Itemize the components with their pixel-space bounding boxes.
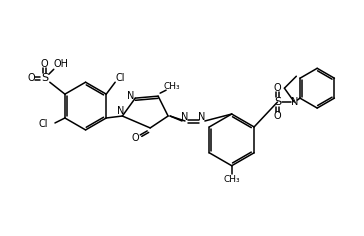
Text: N: N <box>117 106 124 116</box>
Text: S: S <box>274 97 281 107</box>
Text: N: N <box>181 112 189 122</box>
Text: Cl: Cl <box>38 119 48 129</box>
Text: O: O <box>274 83 281 93</box>
Text: N: N <box>127 91 134 101</box>
Text: S: S <box>41 73 48 83</box>
Text: CH₃: CH₃ <box>164 82 181 91</box>
Text: N: N <box>290 97 298 107</box>
Text: O: O <box>27 73 35 83</box>
Text: N: N <box>198 112 206 122</box>
Text: O: O <box>274 111 281 121</box>
Text: Cl: Cl <box>115 73 125 83</box>
Text: O: O <box>41 59 49 69</box>
Text: O: O <box>131 133 139 143</box>
Text: OH: OH <box>53 59 68 69</box>
Text: CH₃: CH₃ <box>223 175 240 184</box>
